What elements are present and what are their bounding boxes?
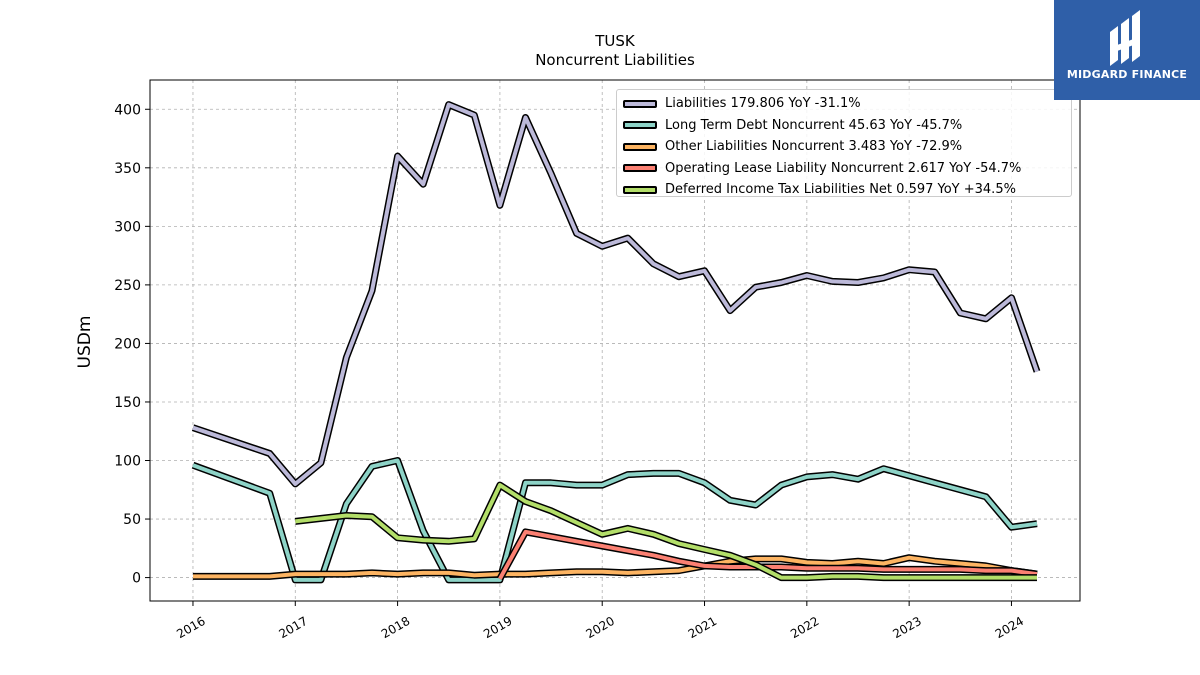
x-tick-label: 2016 (174, 614, 207, 641)
axes (145, 79, 1081, 606)
series-2 (193, 554, 1038, 580)
series-3 (496, 528, 1038, 581)
series-0 (191, 101, 1041, 488)
y-tick-label: 400 (114, 102, 141, 118)
y-tick-label: 200 (114, 336, 141, 352)
y-tick-label: 150 (114, 395, 141, 411)
y-tick-label: 0 (132, 571, 141, 587)
y-axis-label: USDm (75, 316, 95, 369)
chart-title-block: TUSK Noncurrent Liabilities (150, 32, 1080, 70)
y-tick-label: 300 (114, 219, 141, 235)
legend-label: Deferred Income Tax Liabilities Net 0.59… (665, 182, 1016, 198)
legend-item: Deferred Income Tax Liabilities Net 0.59… (623, 179, 1065, 201)
legend-item: Other Liabilities Noncurrent 3.483 YoY -… (623, 136, 1065, 158)
legend-swatch (623, 164, 657, 173)
series-lines (191, 101, 1041, 584)
x-tick-label: 2024 (993, 614, 1026, 641)
legend-label: Long Term Debt Noncurrent 45.63 YoY -45.… (665, 117, 963, 133)
y-tick-label: 50 (123, 512, 141, 528)
brand-logo: MIDGARD FINANCE (1054, 0, 1200, 100)
y-tick-label: 100 (114, 454, 141, 470)
legend-label: Other Liabilities Noncurrent 3.483 YoY -… (665, 139, 963, 155)
y-tick-label: 350 (114, 161, 141, 177)
legend-swatch (623, 185, 657, 194)
legend-swatch (623, 142, 657, 151)
legend-label: Operating Lease Liability Noncurrent 2.6… (665, 160, 1022, 176)
x-tick-label: 2019 (481, 614, 514, 641)
legend-label: Liabilities 179.806 YoY -31.1% (665, 96, 861, 112)
series-line (193, 555, 1038, 579)
series-line (295, 483, 1037, 580)
x-tick-label: 2018 (379, 614, 412, 641)
series-1 (191, 457, 1038, 584)
logo-mark-icon (1110, 10, 1140, 66)
x-tick-label: 2020 (583, 614, 616, 641)
legend-item: Long Term Debt Noncurrent 45.63 YoY -45.… (623, 115, 1065, 137)
series-line (192, 458, 1038, 582)
legend-swatch (623, 99, 657, 108)
chart-title: TUSK (595, 32, 635, 50)
legend-item: Liabilities 179.806 YoY -31.1% (623, 93, 1065, 115)
series-line (192, 102, 1039, 486)
chart-subtitle: Noncurrent Liabilities (535, 51, 695, 69)
logo-text: MIDGARD FINANCE (1066, 68, 1188, 81)
x-tick-label: 2023 (890, 614, 923, 641)
legend-item: Operating Lease Liability Noncurrent 2.6… (623, 158, 1065, 180)
x-tick-label: 2017 (277, 614, 310, 641)
legend-swatch (623, 121, 657, 130)
x-tick-label: 2021 (686, 614, 719, 641)
series-4 (294, 481, 1037, 582)
plot-frame (149, 79, 1081, 602)
series-line-outline (294, 481, 1037, 582)
x-tick-label: 2022 (788, 614, 821, 641)
series-line (498, 529, 1038, 580)
chart-legend: Liabilities 179.806 YoY -31.1% Long Term … (616, 89, 1072, 197)
y-tick-label: 250 (114, 278, 141, 294)
